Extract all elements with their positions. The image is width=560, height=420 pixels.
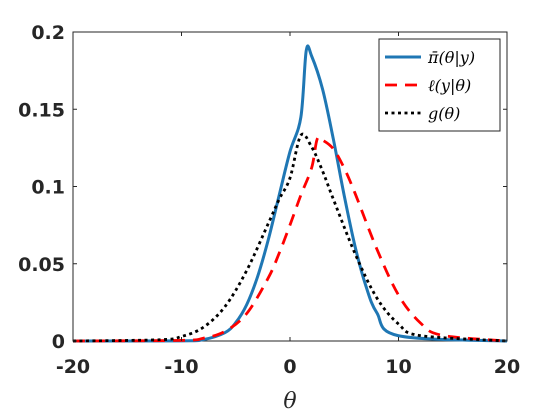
legend-box xyxy=(378,38,501,132)
x-axis-label: θ xyxy=(283,389,296,414)
x-tick-label: -20 xyxy=(56,356,90,378)
series-line-3 xyxy=(72,132,508,343)
series-line-1 xyxy=(72,44,508,343)
y-tick-label: 0.1 xyxy=(31,177,65,199)
series-line-2 xyxy=(72,135,508,343)
x-tick-label: -10 xyxy=(164,356,198,378)
legend-label-2: ℓ(y|θ) xyxy=(428,76,471,95)
y-tick-label: 0.15 xyxy=(18,99,65,121)
y-tick-label: 0.05 xyxy=(18,254,65,276)
legend: π̄(θ|y) ℓ(y|θ) g(θ) xyxy=(378,38,501,132)
x-tick-label: 20 xyxy=(494,356,520,378)
legend-label-1: π̄(θ|y) xyxy=(427,48,475,67)
y-tick-label: 0.2 xyxy=(31,22,65,44)
y-tick-label: 0 xyxy=(52,331,65,353)
x-tick-label: 0 xyxy=(283,356,296,378)
legend-label-3: g(θ) xyxy=(428,104,460,123)
series-layer xyxy=(72,44,508,343)
x-tick-label: 10 xyxy=(385,356,411,378)
ticks-layer: -20 -10 0 10 20 0 0.05 0.1 0.15 0.2 xyxy=(18,22,520,378)
